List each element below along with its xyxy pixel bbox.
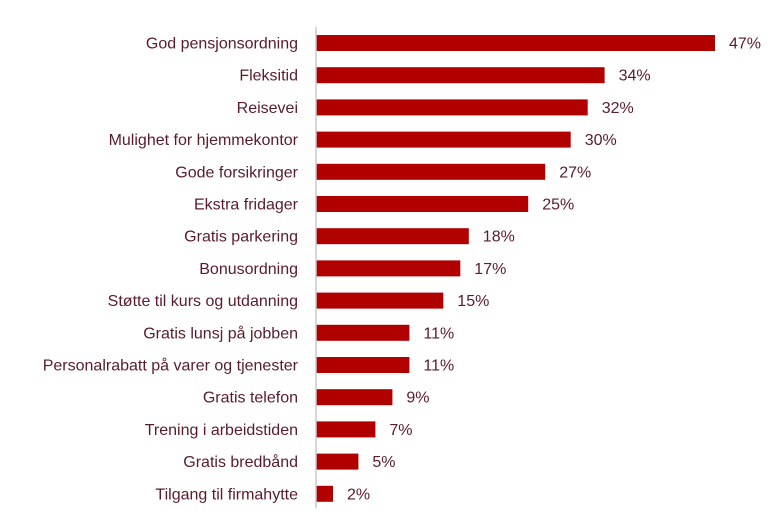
value-label-1: 34% (619, 68, 651, 85)
bar-9 (316, 324, 410, 341)
category-label-3: Mulighet for hjemmekontor (109, 132, 299, 149)
bar-3 (316, 131, 571, 148)
category-label-6: Gratis parkering (184, 229, 298, 246)
category-label-9: Gratis lunsj på jobben (143, 324, 298, 342)
value-labels: 47%34%32%30%27%25%18%17%15%11%11%9%7%5%2… (347, 36, 761, 504)
bar-7 (316, 260, 461, 277)
value-label-5: 25% (542, 197, 574, 214)
bar-10 (316, 357, 410, 373)
bar-11 (316, 389, 393, 406)
bar-8 (316, 292, 444, 309)
value-label-3: 30% (585, 132, 617, 149)
category-label-7: Bonusordning (199, 261, 298, 278)
category-label-11: Gratis telefon (203, 390, 298, 407)
bars-group (316, 35, 715, 502)
category-label-14: Tilgang til firmahytte (155, 486, 298, 503)
category-label-8: Støtte til kurs og utdanning (108, 293, 298, 310)
value-label-8: 15% (457, 293, 489, 310)
value-label-12: 7% (389, 422, 412, 439)
value-label-0: 47% (729, 36, 761, 53)
value-label-4: 27% (559, 164, 591, 181)
value-label-10: 11% (423, 358, 454, 375)
category-label-13: Gratis bredbånd (183, 453, 298, 471)
category-labels: God pensjonsordning Fleksitid Reisevei Muli… (43, 36, 299, 504)
category-label-0: God pensjonsordning (146, 36, 298, 53)
bar-5 (316, 196, 529, 212)
category-label-4: Gode forsikringer (175, 164, 298, 181)
category-label-1: Fleksitid (239, 68, 298, 85)
category-label-12: Trening i arbeidstiden (145, 422, 298, 439)
category-label-5: Ekstra fridager (194, 197, 299, 214)
bar-0 (316, 35, 715, 51)
value-label-13: 5% (372, 454, 395, 471)
value-label-11: 9% (406, 390, 429, 407)
value-label-9: 11% (423, 325, 454, 342)
bar-1 (316, 67, 605, 84)
value-label-6: 18% (483, 229, 515, 246)
category-label-2: Reisevei (237, 100, 298, 117)
bar-2 (316, 99, 588, 116)
bar-12 (316, 421, 376, 438)
bar-4 (316, 163, 546, 180)
value-label-2: 32% (602, 100, 634, 117)
bar-14 (316, 485, 333, 502)
value-label-14: 2% (347, 486, 370, 503)
bar-13 (316, 453, 359, 470)
value-label-7: 17% (474, 261, 506, 278)
category-label-10: Personalrabatt på varer og tjenester (43, 357, 299, 375)
bar-6 (316, 228, 469, 245)
